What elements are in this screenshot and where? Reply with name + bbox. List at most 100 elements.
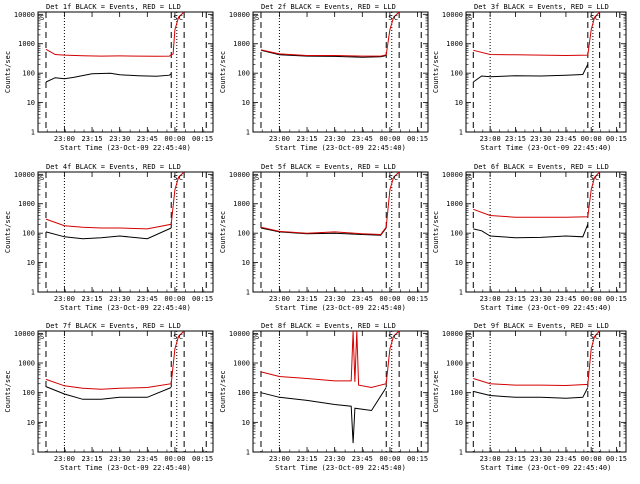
y-tick-label: 10000 xyxy=(14,330,35,338)
x-tick-label: 23:45 xyxy=(555,295,576,303)
lld-series-line xyxy=(260,12,400,57)
y-tick-label: 10000 xyxy=(229,330,250,338)
x-tick-label: 00:00 xyxy=(164,455,185,463)
flag-s-marker: S xyxy=(173,14,177,22)
y-tick-label: 1 xyxy=(459,129,463,137)
x-tick-label: 23:30 xyxy=(109,135,130,143)
detector-panel-1: Det 1f BLACK = Events, RED = LLD Counts/s… xyxy=(4,3,214,152)
plot-frame xyxy=(37,11,214,133)
y-tick-label: 10 xyxy=(455,259,463,267)
panel-title: Det 4f BLACK = Events, RED = LLD xyxy=(46,163,181,171)
y-tick-label: 10000 xyxy=(229,11,250,19)
x-tick-label: 23:30 xyxy=(530,455,551,463)
plot-frame xyxy=(465,330,627,453)
panel-title: Det 6f BLACK = Events, RED = LLD xyxy=(474,163,609,171)
x-axis-label: Start Time (23-Oct-09 22:45:40) xyxy=(60,144,191,152)
x-tick-label: 23:15 xyxy=(296,455,317,463)
detector-panel-7: Det 7f BLACK = Events, RED = LLD Counts/s… xyxy=(4,322,214,472)
flag-s-marker: S xyxy=(468,333,472,341)
y-tick-label: 10 xyxy=(27,99,35,107)
plot-frame xyxy=(37,330,214,453)
y-tick-label: 10 xyxy=(27,419,35,427)
flag-c-marker: C xyxy=(595,174,599,182)
events-series-line xyxy=(45,72,172,83)
x-tick-label: 00:00 xyxy=(581,295,602,303)
lld-series-line xyxy=(473,172,600,218)
x-tick-label: 00:15 xyxy=(606,455,627,463)
flag-s-marker: S xyxy=(40,14,44,22)
y-tick-label: 1000 xyxy=(446,40,463,48)
x-axis-label: Start Time (23-Oct-09 22:45:40) xyxy=(60,304,191,312)
y-tick-label: 10 xyxy=(242,259,250,267)
x-tick-label: 00:15 xyxy=(407,455,428,463)
y-tick-label: 1 xyxy=(246,129,250,137)
events-series-line xyxy=(473,387,589,399)
y-axis-label: Counts/sec xyxy=(432,51,440,93)
x-tick-label: 23:30 xyxy=(109,455,130,463)
y-tick-label: 1000 xyxy=(446,360,463,368)
x-tick-label: 23:15 xyxy=(505,135,526,143)
flag-s-marker: S xyxy=(388,14,392,22)
panel-title: Det 3f BLACK = Events, RED = LLD xyxy=(474,3,609,11)
y-tick-label: 1000 xyxy=(233,40,250,48)
events-series-line xyxy=(260,49,387,58)
flag-c-marker: C xyxy=(595,14,599,22)
x-tick-label: 23:30 xyxy=(324,455,345,463)
y-tick-label: 1 xyxy=(246,449,250,457)
y-tick-label: 100 xyxy=(450,70,463,78)
events-series-line xyxy=(260,387,387,444)
flag-s-marker: S xyxy=(40,174,44,182)
y-axis-label: Counts/sec xyxy=(432,370,440,412)
x-tick-label: 23:00 xyxy=(54,295,75,303)
flag-c-marker: C xyxy=(394,14,398,22)
x-tick-label: 23:45 xyxy=(137,455,158,463)
y-tick-label: 1 xyxy=(31,289,35,297)
x-axis-label: Start Time (23-Oct-09 22:45:40) xyxy=(481,464,612,472)
plot-frame xyxy=(252,171,429,293)
flag-s-marker: S xyxy=(388,174,392,182)
x-tick-label: 23:45 xyxy=(352,135,373,143)
x-tick-label: 23:00 xyxy=(269,295,290,303)
y-axis-label: Counts/sec xyxy=(219,51,227,93)
detector-panel-3: Det 3f BLACK = Events, RED = LLD Counts/s… xyxy=(432,3,627,152)
y-tick-label: 10 xyxy=(455,419,463,427)
y-tick-label: 10000 xyxy=(442,171,463,179)
events-series-line xyxy=(473,64,589,83)
flag-c-marker: C xyxy=(179,174,183,182)
x-axis-label: Start Time (23-Oct-09 22:45:40) xyxy=(60,464,191,472)
y-tick-label: 1000 xyxy=(18,360,35,368)
x-tick-label: 00:00 xyxy=(379,295,400,303)
x-tick-label: 00:00 xyxy=(379,455,400,463)
y-axis-label: Counts/sec xyxy=(219,370,227,412)
x-tick-label: 23:30 xyxy=(324,295,345,303)
flag-s-marker: S xyxy=(255,14,259,22)
x-tick-label: 23:00 xyxy=(54,455,75,463)
y-axis-label: Counts/sec xyxy=(4,51,12,93)
y-tick-label: 100 xyxy=(450,389,463,397)
x-tick-label: 23:45 xyxy=(352,455,373,463)
y-tick-label: 10000 xyxy=(442,330,463,338)
panel-title: Det 9f BLACK = Events, RED = LLD xyxy=(474,322,609,330)
detector-panel-4: Det 4f BLACK = Events, RED = LLD Counts/s… xyxy=(4,163,214,312)
plot-frame xyxy=(252,11,429,133)
flag-s-marker: S xyxy=(590,14,594,22)
x-tick-label: 00:15 xyxy=(606,295,627,303)
x-tick-label: 23:15 xyxy=(296,295,317,303)
lld-series-line xyxy=(473,331,600,387)
x-tick-label: 23:30 xyxy=(530,295,551,303)
x-tick-label: 00:15 xyxy=(407,295,428,303)
panel-title: Det 8f BLACK = Events, RED = LLD xyxy=(261,322,396,330)
x-tick-label: 23:00 xyxy=(480,135,501,143)
y-tick-label: 10000 xyxy=(442,11,463,19)
flag-s-marker: S xyxy=(255,174,259,182)
panel-title: Det 1f BLACK = Events, RED = LLD xyxy=(46,3,181,11)
x-tick-label: 23:30 xyxy=(530,135,551,143)
x-tick-label: 23:00 xyxy=(480,455,501,463)
flag-s-marker: S xyxy=(468,174,472,182)
y-tick-label: 100 xyxy=(237,230,250,238)
plot-frame xyxy=(37,171,214,293)
y-tick-label: 1000 xyxy=(446,200,463,208)
x-tick-label: 00:15 xyxy=(192,455,213,463)
x-tick-label: 23:45 xyxy=(137,295,158,303)
panel-title: Det 7f BLACK = Events, RED = LLD xyxy=(46,322,181,330)
